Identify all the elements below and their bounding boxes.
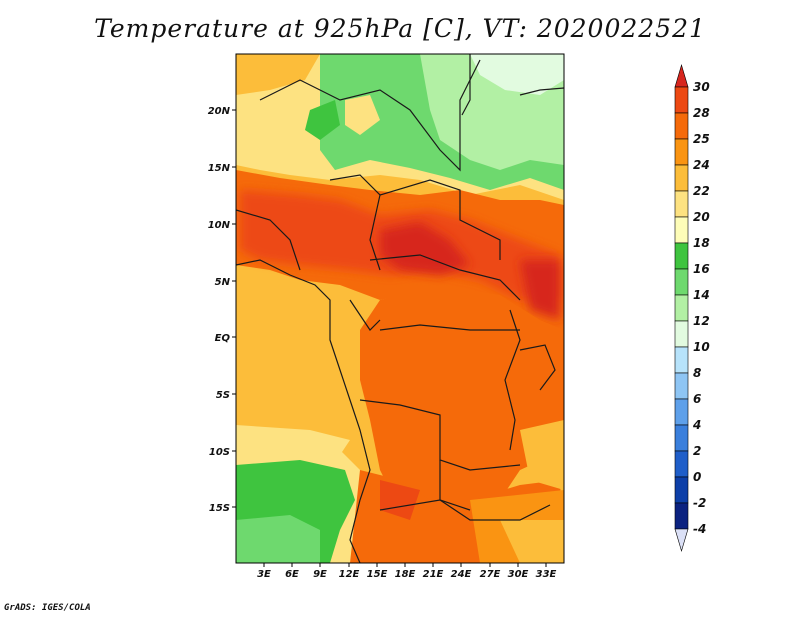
colorbar-swatch (674, 242, 689, 270)
lon-label: 9E (313, 569, 327, 580)
colorbar-swatch (674, 112, 689, 140)
colorbar-label: 12 (693, 314, 710, 328)
colorbar-swatch (674, 346, 689, 374)
colorbar-swatch (674, 476, 689, 504)
colorbar-label: 22 (693, 184, 710, 198)
longitude-labels: 3E 6E 9E 12E 15E 18E 21E 24E 27E 30E 33E (257, 569, 556, 580)
colorbar-label: 16 (693, 262, 710, 276)
lat-label: 10N (208, 220, 231, 231)
colorbar-label: 14 (693, 288, 710, 302)
credit-footer: GrADS: IGES/COLA (4, 603, 91, 613)
colorbar-swatch (674, 190, 689, 218)
colorbar-label: 30 (693, 80, 710, 94)
latitude-labels: 20N 15N 10N 5N EQ 5S 10S 15S (208, 106, 231, 514)
colorbar-swatch (674, 138, 689, 166)
longitude-ticks (263, 563, 547, 567)
lon-label: 6E (285, 569, 299, 580)
lat-label: 5S (216, 390, 230, 401)
lon-label: 33E (536, 569, 557, 580)
colorbar-label: 18 (693, 236, 710, 250)
country-borders (236, 54, 564, 563)
colorbar-label: 8 (693, 366, 701, 380)
colorbar-label: -4 (693, 522, 706, 536)
colorbar-label: 10 (693, 340, 710, 354)
colorbar-swatch (674, 268, 689, 296)
lat-label: 20N (208, 106, 231, 117)
colorbar-cap-bottom (674, 528, 689, 553)
colorbar-cap-top (674, 63, 689, 88)
colorbar-swatch (674, 424, 689, 452)
colorbar-label: 0 (693, 470, 701, 484)
temperature-field (236, 54, 564, 563)
colorbar-swatch (674, 502, 689, 530)
colorbar-swatch (674, 450, 689, 478)
lat-label: 10S (209, 447, 230, 458)
colorbar-swatch (674, 164, 689, 192)
colorbar-label: 28 (693, 106, 710, 120)
lon-label: 18E (395, 569, 416, 580)
colorbar-label: 24 (693, 158, 710, 172)
colorbar-label: 20 (693, 210, 710, 224)
colorbar-label: 25 (693, 132, 710, 146)
colorbar-swatch (674, 216, 689, 244)
lon-label: 15E (367, 569, 388, 580)
lat-label: 15S (209, 503, 230, 514)
lon-label: 12E (339, 569, 360, 580)
lat-label: 5N (215, 277, 231, 288)
lon-label: 24E (451, 569, 472, 580)
lat-label: 15N (208, 163, 231, 174)
colorbar-label: -2 (693, 496, 706, 510)
colorbar-label: 2 (693, 444, 701, 458)
lon-label: 30E (508, 569, 529, 580)
lon-label: 21E (423, 569, 444, 580)
colorbar-swatch (674, 294, 689, 322)
colorbar-label: 4 (692, 418, 701, 432)
colorbar-swatch (674, 86, 689, 114)
map-title: Temperature at 925hPa [C], VT: 202002252… (94, 14, 706, 43)
map-frame (235, 53, 565, 564)
colorbar-swatch (674, 320, 689, 348)
latitude-ticks (232, 109, 236, 508)
lon-label: 27E (480, 569, 501, 580)
colorbar-label: 6 (693, 392, 701, 406)
lon-label: 3E (257, 569, 271, 580)
lat-label: EQ (215, 333, 231, 344)
colorbar-swatch (674, 372, 689, 400)
colorbar-swatch (674, 398, 689, 426)
